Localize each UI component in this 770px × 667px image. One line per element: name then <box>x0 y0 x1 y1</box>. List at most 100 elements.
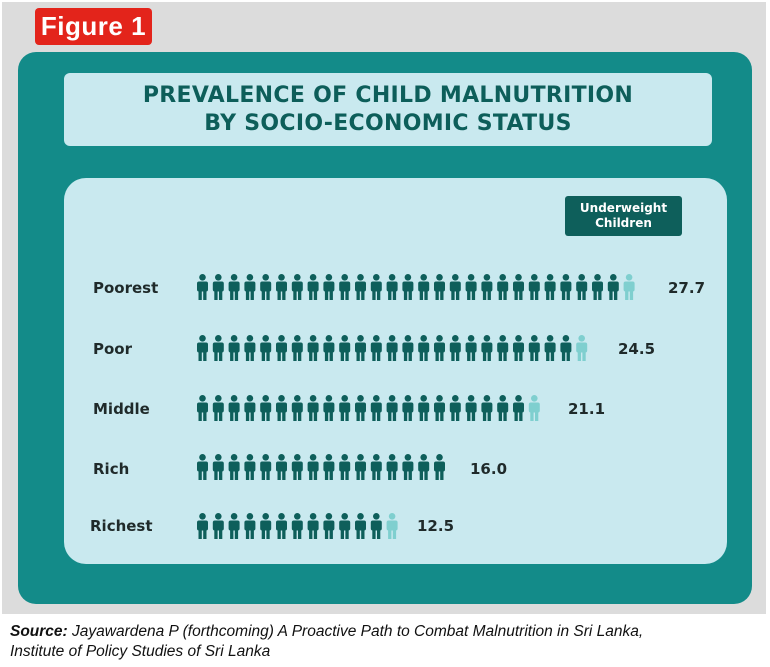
child-figure-icon <box>465 274 477 300</box>
child-figure-icon <box>370 454 382 480</box>
child-figure-icon <box>481 395 493 421</box>
child-figure-icon <box>244 395 256 421</box>
child-figure-icon <box>197 454 208 480</box>
child-figure-icon <box>307 513 319 539</box>
child-figure-icon <box>355 513 366 539</box>
child-figure-icon <box>291 454 303 480</box>
child-figure-icon <box>197 274 208 300</box>
chart-title-line-2: BY SOCIO-ECONOMIC STATUS <box>204 110 572 136</box>
child-figure-icon <box>197 395 208 421</box>
category-label-rich: Rich <box>93 460 130 478</box>
child-figure-icon <box>497 274 509 300</box>
child-figure-icon <box>197 513 208 539</box>
child-figure-icon <box>386 513 398 539</box>
child-figure-icon <box>355 454 366 480</box>
child-figure-icon <box>323 454 335 480</box>
figure-label-badge: Figure 1 <box>35 8 152 45</box>
child-figure-icon <box>449 274 461 300</box>
child-figure-icon <box>513 274 524 300</box>
child-figure-icon <box>576 335 588 361</box>
child-figure-icon <box>434 274 445 300</box>
child-figure-icon <box>291 335 303 361</box>
child-figure-icon <box>307 335 319 361</box>
child-figure-icon <box>402 454 414 480</box>
child-figure-icon <box>434 395 445 421</box>
child-figure-icon <box>212 454 224 480</box>
child-figure-icon <box>244 274 256 300</box>
child-figure-icon <box>228 274 240 300</box>
child-figure-icon <box>497 335 509 361</box>
child-figure-icon <box>623 274 635 300</box>
child-figure-icon <box>465 395 477 421</box>
value-label-middle: 21.1 <box>568 400 606 418</box>
chart-title-line-1: PREVALENCE OF CHILD MALNUTRITION <box>142 82 634 108</box>
child-figure-icon <box>418 335 430 361</box>
child-figure-icon <box>323 335 335 361</box>
child-figure-icon <box>339 454 351 480</box>
child-figure-icon <box>402 274 414 300</box>
child-figure-icon <box>260 395 272 421</box>
child-figure-icon <box>528 395 540 421</box>
child-figure-icon <box>418 274 430 300</box>
category-label-poorest: Poorest <box>93 279 159 297</box>
child-figure-icon <box>276 335 287 361</box>
child-figure-icon <box>481 274 493 300</box>
child-figure-icon <box>260 513 272 539</box>
child-figure-icon <box>307 395 319 421</box>
child-figure-icon <box>276 395 287 421</box>
child-figure-icon <box>370 395 382 421</box>
child-figure-icon <box>576 274 588 300</box>
category-label-richest: Richest <box>90 517 153 535</box>
legend-badge: Underweight Children <box>565 196 682 236</box>
child-figure-icon <box>513 395 524 421</box>
child-figure-icon <box>560 335 572 361</box>
chart-area <box>64 178 727 564</box>
legend-line-2: Children <box>595 216 652 230</box>
child-figure-icon <box>212 274 224 300</box>
value-label-poor: 24.5 <box>618 340 656 358</box>
child-figure-icon <box>402 395 414 421</box>
value-label-rich: 16.0 <box>470 460 508 478</box>
child-figure-icon <box>607 274 619 300</box>
child-figure-icon <box>355 395 366 421</box>
child-figure-icon <box>370 513 382 539</box>
child-figure-icon <box>260 454 272 480</box>
child-figure-icon <box>291 513 303 539</box>
child-figure-icon <box>528 274 540 300</box>
child-figure-icon <box>228 335 240 361</box>
child-figure-icon <box>355 335 366 361</box>
value-label-poorest: 27.7 <box>668 279 706 297</box>
child-figure-icon <box>386 335 398 361</box>
child-figure-icon <box>276 513 287 539</box>
child-figure-icon <box>497 395 509 421</box>
child-figure-icon <box>212 335 224 361</box>
child-figure-icon <box>276 454 287 480</box>
child-figure-icon <box>260 274 272 300</box>
child-figure-icon <box>449 395 461 421</box>
source-text: Jayawardena P (forthcoming) A Proactive … <box>72 623 644 640</box>
source-label: Source: <box>10 623 68 640</box>
child-figure-icon <box>339 274 351 300</box>
child-figure-icon <box>418 395 430 421</box>
child-figure-icon <box>339 395 351 421</box>
child-figure-icon <box>434 335 445 361</box>
child-figure-icon <box>339 335 351 361</box>
category-label-middle: Middle <box>93 400 150 418</box>
child-figure-icon <box>386 454 398 480</box>
source-note: Source: Jayawardena P (forthcoming) A Pr… <box>10 622 765 662</box>
child-figure-icon <box>291 274 303 300</box>
child-figure-icon <box>323 513 335 539</box>
child-figure-icon <box>592 274 603 300</box>
child-figure-icon <box>212 513 224 539</box>
chart-title-box: PREVALENCE OF CHILD MALNUTRITION BY SOCI… <box>64 73 712 146</box>
child-figure-icon <box>449 335 461 361</box>
child-figure-icon <box>386 395 398 421</box>
child-figure-icon <box>244 513 256 539</box>
child-figure-icon <box>291 395 303 421</box>
child-figure-icon <box>481 335 493 361</box>
child-figure-icon <box>260 335 272 361</box>
child-figure-icon <box>323 395 335 421</box>
child-figure-icon <box>418 454 430 480</box>
child-figure-icon <box>513 335 524 361</box>
